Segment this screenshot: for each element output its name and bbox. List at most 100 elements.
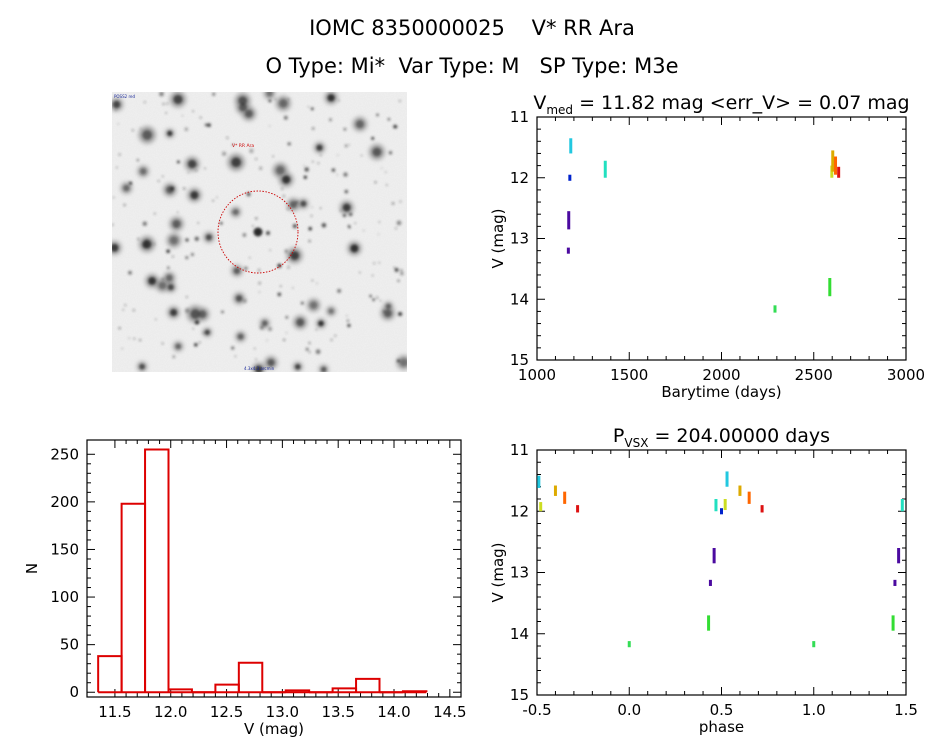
star	[383, 310, 385, 312]
phased-title-main: P	[613, 425, 624, 447]
star	[190, 252, 194, 257]
star	[204, 329, 210, 335]
star	[255, 158, 257, 160]
star	[195, 169, 198, 172]
star	[194, 320, 200, 325]
histogram-bar	[120, 502, 147, 693]
star	[121, 348, 123, 350]
star	[216, 196, 218, 199]
star	[310, 107, 314, 111]
lightcurve-ytick-label: 11	[510, 108, 529, 126]
star	[117, 123, 119, 125]
star	[188, 159, 197, 169]
star	[166, 249, 170, 254]
star	[303, 165, 305, 167]
star	[373, 262, 375, 264]
corner-label-bottom: 4.3x4.3 arcmin	[244, 366, 275, 371]
phased-xtick-label: -0.5	[522, 701, 551, 719]
phased-ytick-label: 12	[510, 502, 529, 520]
histogram-xtick-label: 13.0	[266, 703, 299, 721]
histogram-bar	[284, 689, 311, 693]
lightcurve-ytick-label: 12	[510, 169, 529, 187]
star	[155, 318, 157, 320]
star	[305, 347, 309, 351]
star	[267, 359, 275, 367]
histogram-ytick-label: 250	[50, 445, 79, 463]
star	[372, 147, 382, 157]
star	[139, 339, 141, 341]
lightcurve-title-rest: = 11.82 mag <err_V> = 0.07 mag	[573, 92, 910, 114]
star	[284, 249, 289, 254]
star	[337, 154, 339, 156]
star	[295, 364, 301, 370]
star	[239, 103, 248, 112]
star	[348, 226, 351, 229]
star	[312, 161, 314, 163]
star	[193, 342, 198, 347]
star	[259, 166, 263, 170]
star	[110, 244, 119, 252]
star	[309, 342, 311, 345]
star	[118, 153, 121, 156]
histogram-bar	[167, 688, 193, 693]
star	[161, 342, 164, 345]
histogram-bar	[237, 661, 264, 693]
star	[320, 154, 322, 156]
star	[292, 287, 294, 289]
star	[232, 209, 239, 215]
target-star	[253, 227, 263, 237]
histogram-xtick-label: 11.5	[98, 703, 131, 721]
lightcurve-ylabel: V (mag)	[489, 208, 507, 268]
star	[196, 164, 198, 166]
star	[321, 366, 327, 373]
histogram-xtick-label: 12.0	[154, 703, 187, 721]
star	[159, 91, 164, 97]
star	[170, 309, 177, 316]
star	[128, 337, 130, 339]
star	[187, 172, 189, 174]
star	[128, 270, 132, 275]
star	[244, 266, 248, 271]
star	[166, 103, 168, 105]
star	[226, 136, 229, 139]
star	[360, 154, 363, 157]
star	[285, 332, 288, 334]
phased-ytick-label: 15	[510, 686, 529, 704]
star	[249, 148, 254, 154]
star	[344, 144, 348, 148]
star	[321, 222, 327, 228]
star	[377, 233, 380, 235]
star	[212, 92, 216, 96]
star	[383, 309, 392, 318]
star	[274, 98, 277, 101]
lightcurve-xtick-label: 2000	[702, 366, 740, 384]
histogram-bar	[144, 448, 170, 693]
star	[342, 214, 346, 217]
lightcurve-xtick-label: 2500	[795, 366, 833, 384]
star	[369, 294, 372, 298]
star	[386, 184, 388, 186]
star	[266, 339, 268, 342]
star	[170, 186, 175, 191]
star	[391, 202, 395, 205]
star	[177, 211, 179, 213]
star	[192, 327, 194, 330]
star	[204, 167, 206, 170]
star	[169, 236, 178, 245]
star	[348, 144, 350, 146]
star	[255, 217, 258, 220]
star	[289, 200, 297, 209]
star	[308, 351, 311, 353]
star	[316, 282, 318, 285]
star	[232, 211, 234, 214]
star	[236, 211, 238, 213]
star	[257, 268, 261, 272]
star	[190, 309, 201, 319]
star	[167, 130, 173, 136]
star	[343, 172, 348, 177]
star	[265, 231, 271, 236]
chart-subtitle: O Type: Mi* Var Type: M SP Type: M3e	[265, 54, 679, 78]
star	[340, 209, 342, 212]
star	[233, 267, 241, 274]
star	[287, 265, 290, 269]
